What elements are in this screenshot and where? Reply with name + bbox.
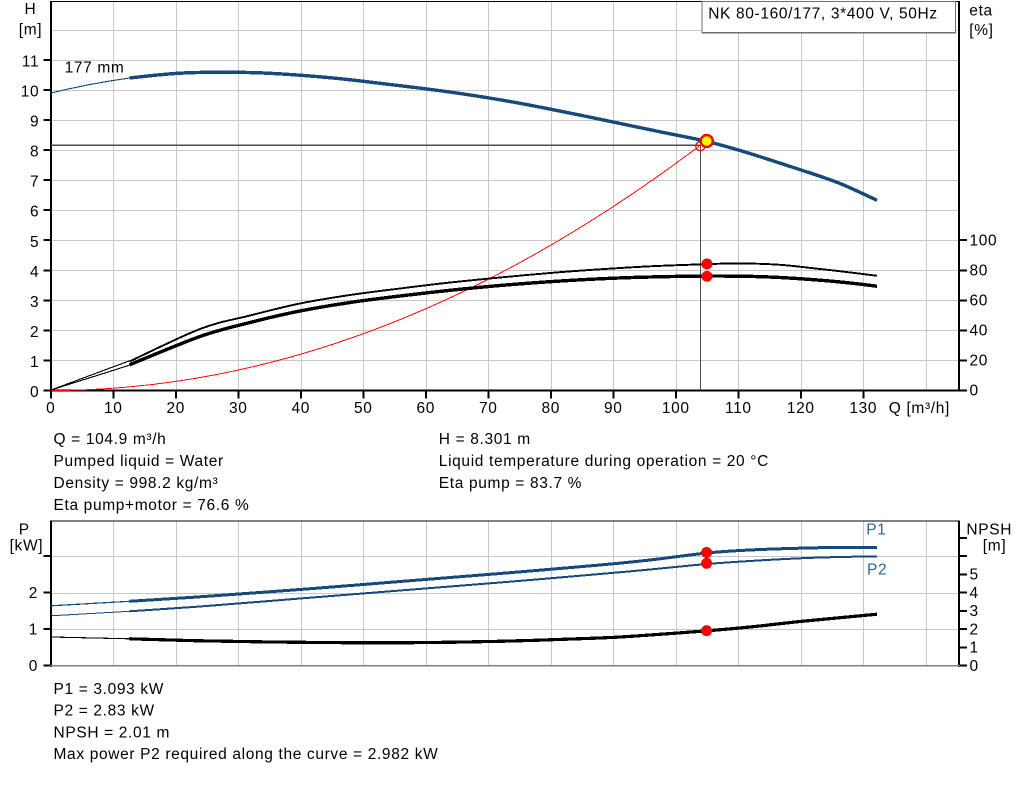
svg-text:1: 1 xyxy=(29,622,38,639)
svg-text:P1: P1 xyxy=(866,521,886,538)
svg-text:Max power P2 required along th: Max power P2 required along the curve = … xyxy=(54,746,439,763)
svg-text:H = 8.301 m: H = 8.301 m xyxy=(439,431,531,448)
svg-text:NPSH: NPSH xyxy=(966,521,1012,538)
svg-text:5: 5 xyxy=(970,567,979,584)
svg-text:30: 30 xyxy=(229,400,248,417)
svg-text:20: 20 xyxy=(970,353,989,370)
svg-text:1: 1 xyxy=(30,354,39,371)
svg-text:100: 100 xyxy=(970,232,998,249)
svg-text:9: 9 xyxy=(30,114,39,131)
svg-text:Pumped liquid = Water: Pumped liquid = Water xyxy=(54,453,224,470)
svg-text:[kW]: [kW] xyxy=(10,538,44,555)
svg-text:100: 100 xyxy=(662,400,690,417)
svg-text:P2: P2 xyxy=(867,561,887,578)
svg-text:Density = 998.2 kg/m³: Density = 998.2 kg/m³ xyxy=(54,475,219,492)
svg-text:2: 2 xyxy=(29,585,38,602)
svg-text:130: 130 xyxy=(849,400,877,417)
svg-text:Q = 104.9 m³/h: Q = 104.9 m³/h xyxy=(54,431,167,448)
svg-text:0: 0 xyxy=(970,658,979,675)
svg-text:H: H xyxy=(24,1,36,18)
svg-text:3: 3 xyxy=(30,294,39,311)
svg-text:90: 90 xyxy=(604,400,623,417)
svg-text:3: 3 xyxy=(970,603,979,620)
svg-text:40: 40 xyxy=(292,400,311,417)
svg-text:[%]: [%] xyxy=(969,22,993,39)
svg-text:8: 8 xyxy=(30,144,39,161)
svg-text:2: 2 xyxy=(970,621,979,638)
svg-text:Q [m³/h]: Q [m³/h] xyxy=(889,400,950,417)
svg-text:eta: eta xyxy=(969,3,993,20)
svg-text:4: 4 xyxy=(30,264,39,281)
svg-text:20: 20 xyxy=(167,400,186,417)
svg-text:Liquid temperature during oper: Liquid temperature during operation = 20… xyxy=(439,453,769,470)
svg-text:80: 80 xyxy=(542,400,561,417)
svg-text:10: 10 xyxy=(21,84,40,101)
svg-text:5: 5 xyxy=(30,234,39,251)
svg-text:50: 50 xyxy=(354,400,373,417)
svg-text:[m]: [m] xyxy=(19,21,42,38)
svg-text:110: 110 xyxy=(725,400,752,417)
svg-text:6: 6 xyxy=(30,204,39,221)
svg-text:80: 80 xyxy=(970,263,989,280)
svg-text:60: 60 xyxy=(417,400,436,417)
svg-text:0: 0 xyxy=(30,384,39,401)
svg-text:60: 60 xyxy=(970,293,989,310)
svg-text:P1 = 3.093 kW: P1 = 3.093 kW xyxy=(54,681,165,698)
svg-text:40: 40 xyxy=(970,323,989,340)
svg-text:10: 10 xyxy=(104,400,123,417)
svg-text:Eta pump = 83.7 %: Eta pump = 83.7 % xyxy=(439,475,582,492)
svg-text:P: P xyxy=(19,521,30,538)
svg-text:NPSH = 2.01 m: NPSH = 2.01 m xyxy=(54,724,171,741)
svg-text:NK 80-160/177, 3*400 V, 50Hz: NK 80-160/177, 3*400 V, 50Hz xyxy=(708,6,938,23)
svg-text:[m]: [m] xyxy=(983,538,1006,555)
svg-text:0: 0 xyxy=(46,400,55,417)
svg-text:P2 = 2.83 kW: P2 = 2.83 kW xyxy=(54,703,155,720)
svg-text:0: 0 xyxy=(29,658,38,675)
svg-text:120: 120 xyxy=(787,400,815,417)
svg-text:0: 0 xyxy=(970,383,979,400)
svg-text:Eta pump+motor = 76.6 %: Eta pump+motor = 76.6 % xyxy=(54,497,250,514)
svg-text:70: 70 xyxy=(479,400,498,417)
svg-text:177 mm: 177 mm xyxy=(65,59,125,76)
svg-text:7: 7 xyxy=(30,174,39,191)
svg-text:11: 11 xyxy=(22,53,39,70)
svg-text:1: 1 xyxy=(970,640,979,657)
svg-text:2: 2 xyxy=(30,324,39,341)
svg-text:4: 4 xyxy=(970,585,979,602)
